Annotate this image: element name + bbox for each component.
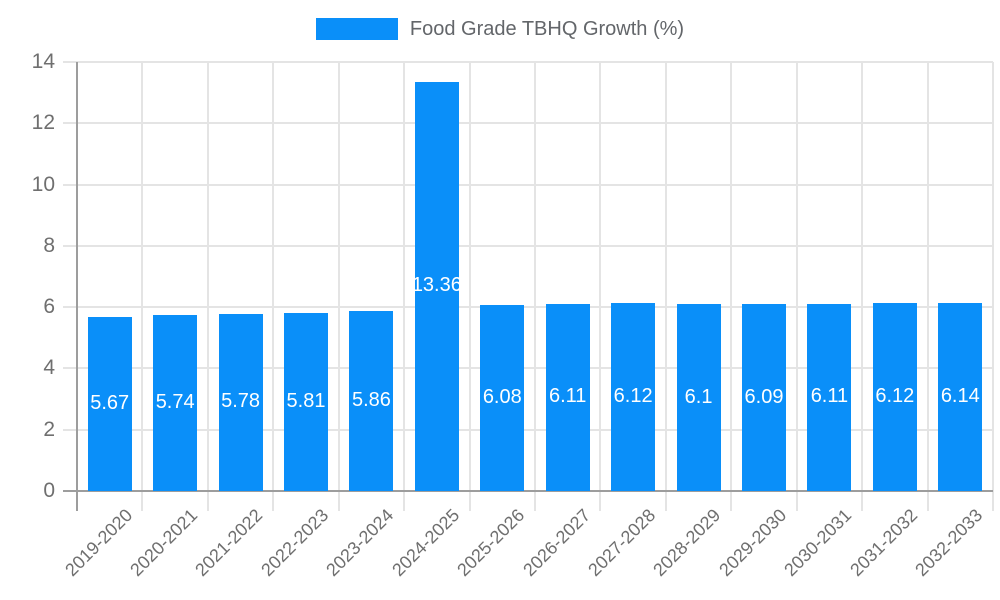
bar <box>676 304 721 491</box>
v-gridline <box>730 62 733 511</box>
x-tick-label: 2027-2028 <box>584 505 660 581</box>
bar <box>742 304 786 491</box>
v-gridline <box>664 62 667 511</box>
bar <box>87 317 132 491</box>
v-gridline <box>272 62 275 511</box>
v-gridline <box>861 62 864 511</box>
legend-swatch <box>315 18 398 40</box>
x-tick-label: 2028-2029 <box>649 505 725 581</box>
bar <box>872 303 917 491</box>
x-tick-label: 2024-2025 <box>387 505 463 581</box>
bar <box>284 312 328 491</box>
bar <box>153 315 198 491</box>
x-tick-label: 2030-2031 <box>780 505 856 581</box>
bar <box>611 303 656 491</box>
v-gridline <box>599 62 602 511</box>
bar <box>480 304 525 491</box>
x-tick-label: 2022-2023 <box>257 505 333 581</box>
h-gridline <box>63 428 993 431</box>
bar <box>807 303 852 491</box>
h-gridline <box>63 183 993 186</box>
h-gridline <box>63 122 993 125</box>
y-tick-label: 12 <box>31 111 55 135</box>
x-axis-line <box>63 490 993 492</box>
x-tick-label: 2026-2027 <box>518 505 594 581</box>
x-tick-label: 2019-2020 <box>60 505 136 581</box>
legend-label: Food Grade TBHQ Growth (%) <box>409 18 685 40</box>
plot-area: 5.67 5.74 5.78 5.81 5.86 13.36 6.08 6.11 6.12 6.1… <box>32 50 994 580</box>
x-tick-label: 2031-2032 <box>845 505 921 581</box>
v-gridline <box>403 62 406 511</box>
y-tick-label: 14 <box>31 50 55 73</box>
v-gridline <box>337 62 340 511</box>
v-gridline <box>141 62 144 511</box>
y-tick-label: 8 <box>43 233 55 257</box>
y-tick-label: 0 <box>43 479 55 502</box>
bar <box>545 303 590 491</box>
legend: Food Grade TBHQ Growth (%) <box>0 18 1000 40</box>
h-gridline <box>63 367 993 370</box>
y-tick-label: 2 <box>43 417 55 441</box>
v-gridline <box>926 62 929 511</box>
x-tick-label: 2021-2022 <box>191 505 267 581</box>
h-gridline <box>63 61 993 63</box>
h-gridline <box>63 306 993 309</box>
v-gridline <box>468 62 471 511</box>
x-tick-label: 2032-2033 <box>911 505 987 581</box>
v-gridline <box>206 62 209 511</box>
h-gridline <box>63 244 993 247</box>
x-tick-label: 2025-2026 <box>453 505 529 581</box>
bar <box>349 311 394 491</box>
bar <box>218 313 263 491</box>
y-axis-line <box>76 62 78 511</box>
v-gridline <box>992 62 994 511</box>
x-tick-label: 2029-2030 <box>715 505 791 581</box>
x-tick-label: 2023-2024 <box>322 505 398 581</box>
x-tick-label: 2020-2021 <box>126 505 202 581</box>
v-gridline <box>534 62 536 511</box>
y-tick-label: 6 <box>43 295 55 319</box>
y-tick-label: 10 <box>31 172 55 196</box>
y-tick-label: 4 <box>43 356 55 380</box>
bar <box>938 302 983 491</box>
bar <box>414 81 459 491</box>
v-gridline <box>795 62 798 511</box>
